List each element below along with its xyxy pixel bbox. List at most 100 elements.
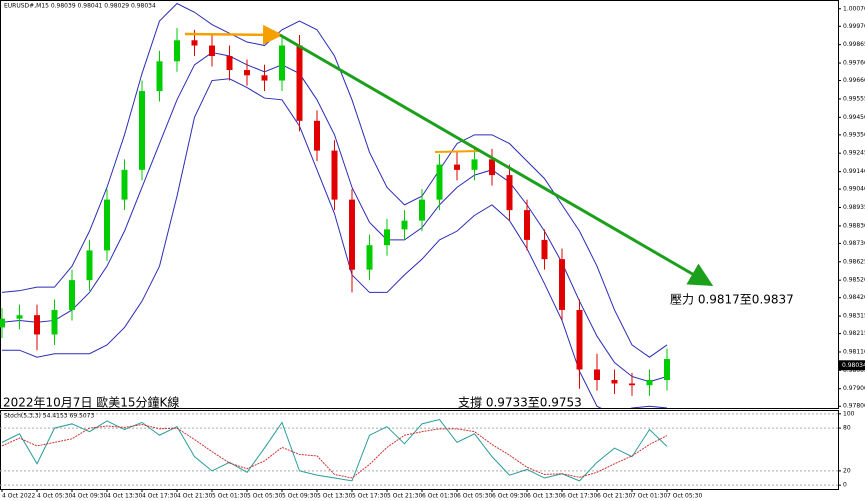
y-tick-label: 100 [843, 410, 855, 417]
y-tick-label: 0.98005 [843, 367, 865, 374]
stoch-line [1, 424, 668, 479]
y-tick-label: 0.98215 [843, 330, 865, 337]
x-tick-label: 5 Oct 17:30 [352, 493, 387, 500]
y-tick-label: 0.99245 [843, 150, 865, 157]
x-tick-label: 4 Oct 17:30 [142, 493, 177, 500]
candle-body [191, 40, 198, 46]
candle-body [506, 175, 513, 211]
candle-body [296, 45, 303, 121]
candle-body [594, 369, 600, 380]
x-tick-label: 5 Oct 09:30 [282, 493, 317, 500]
candle-body [471, 159, 478, 170]
stoch-line [1, 418, 668, 482]
x-tick-label: 4 Oct 05:30 [37, 493, 72, 500]
candle-body [611, 379, 618, 384]
candle-body [629, 383, 635, 386]
x-tick-label: 4 Oct 09:30 [72, 493, 107, 500]
candle-body [384, 229, 390, 246]
y-tick-label: 80 [843, 425, 851, 432]
y-tick-label: 0 [843, 482, 847, 489]
annotation: 壓力 0.9817至0.9837 [670, 293, 794, 307]
candle-body [646, 379, 653, 386]
candle-body [226, 56, 233, 71]
candle-body [489, 159, 495, 176]
x-tick-label: 5 Oct 01:30 [212, 493, 247, 500]
candle-body [121, 169, 128, 200]
y-tick-label: 0.99555 [843, 95, 865, 102]
candle-body [349, 199, 355, 270]
annotation: 2022年10月7日 歐美15分鐘K線 [3, 395, 179, 410]
x-tick-label: 6 Oct 21:30 [597, 493, 632, 500]
x-tick-label: 6 Oct 09:30 [492, 493, 527, 500]
candle-body [174, 40, 180, 62]
y-tick-label: 0.99865 [843, 41, 865, 48]
candle-body [454, 164, 460, 170]
bollinger-band [1, 51, 668, 383]
candle-body [366, 245, 373, 270]
candle-body [69, 280, 75, 310]
candle-body [436, 164, 443, 200]
x-tick-label: 5 Oct 21:30 [387, 493, 422, 500]
candle-body [51, 309, 58, 335]
candle-body [331, 150, 338, 200]
x-tick-label: 5 Oct 13:30 [317, 493, 352, 500]
candle-body [576, 309, 583, 370]
candle-body [156, 61, 163, 92]
stoch-label: Stoch(5,3,3) 54.4153 69.5073 [4, 413, 95, 420]
x-tick-label: 7 Oct 01:30 [632, 493, 667, 500]
candle-body [314, 120, 320, 151]
x-tick-label: 4 Oct 2022 [2, 493, 35, 500]
candle-body [16, 315, 23, 319]
symbol-label: EURUSD#,M15 0.98039 0.98041 0.98029 0.98… [4, 3, 156, 10]
candle-body [86, 250, 93, 281]
candle-body [0, 318, 5, 328]
stoch-plot [0, 413, 838, 486]
candle-body [139, 91, 145, 170]
candle-body [261, 75, 268, 81]
y-tick-label: 0.97800 [843, 403, 865, 410]
y-tick-label: 20 [843, 467, 851, 474]
resistance-mark [184, 24, 283, 45]
candle-body [279, 45, 285, 81]
candle-body [401, 220, 408, 230]
candle-body [419, 199, 425, 221]
x-tick-label: 5 Oct 05:30 [247, 493, 282, 500]
y-tick-label: 0.98625 [843, 258, 865, 265]
resistance-mark [434, 150, 481, 153]
bollinger-band [2, 78, 668, 408]
candle-body [559, 259, 565, 310]
x-tick-label: 6 Oct 01:30 [422, 493, 457, 500]
candle-body [664, 358, 670, 380]
price-box [839, 360, 865, 371]
x-tick-label: 6 Oct 05:30 [457, 493, 492, 500]
x-tick-label: 6 Oct 13:30 [527, 493, 562, 500]
candle-body [541, 239, 548, 260]
y-tick-label: 0.98315 [843, 313, 865, 320]
x-tick-label: 4 Oct 21:30 [177, 493, 212, 500]
trend-line [279, 33, 714, 287]
x-tick-label: 6 Oct 17:30 [562, 493, 597, 500]
candle-body [209, 45, 215, 57]
annotation: 支撐 0.9733至0.9753 [458, 396, 582, 410]
candle-body [34, 315, 40, 335]
x-tick-label: 4 Oct 13:30 [107, 493, 142, 500]
x-tick-label: 7 Oct 05:30 [667, 493, 702, 500]
candle-body [524, 210, 530, 240]
y-tick-label: 0.98935 [843, 204, 865, 211]
candle-body [104, 199, 110, 251]
main-frame [0, 0, 839, 409]
